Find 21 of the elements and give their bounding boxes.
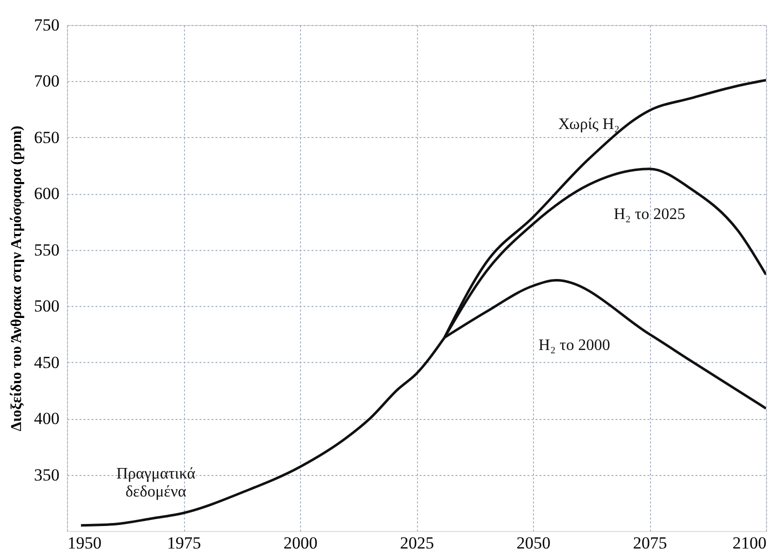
y-tick-label: 750 — [34, 16, 60, 34]
x-tick-label: 2000 — [284, 534, 318, 552]
series-label: H₂ το 2025 — [614, 206, 686, 223]
y-tick-label: 550 — [34, 240, 60, 260]
x-tick-label: 2025 — [400, 534, 434, 552]
series-label: Χωρίς H₂ — [558, 116, 620, 133]
x-tick-label: 2075 — [633, 534, 667, 552]
x-tick-label: 2100 — [732, 534, 766, 552]
y-tick-label: 450 — [34, 352, 60, 372]
y-tick-label: 600 — [34, 184, 60, 204]
y-tick-label: 700 — [34, 72, 60, 91]
y-tick-label: 350 — [34, 465, 60, 484]
series-label: H₂ το 2000 — [538, 337, 610, 354]
x-tick-label: 2050 — [516, 534, 550, 552]
series-label: Πραγματικά δεδομένα — [116, 466, 196, 501]
x-tick-label: 1950 — [68, 534, 102, 552]
y-tick-label: 500 — [34, 296, 60, 316]
y-tick-label: 400 — [34, 409, 60, 428]
y-tick-label: 650 — [34, 128, 60, 147]
y-axis-title: Διοξείδιο του Άνθρακα στην Ατμόσφαιρα (ppm) — [9, 126, 25, 432]
x-tick-label: 1975 — [167, 534, 201, 552]
